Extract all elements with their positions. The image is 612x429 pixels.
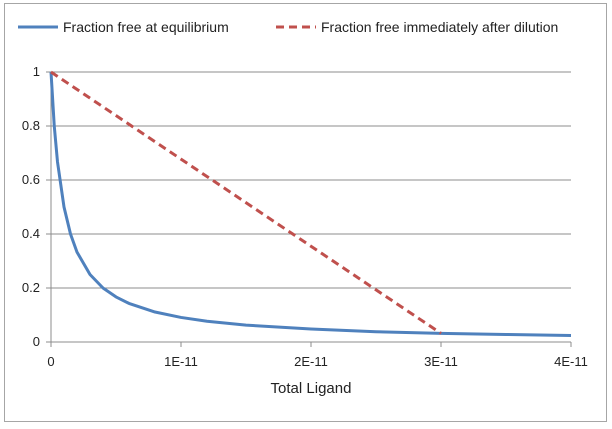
- series-line-1: [50, 70, 442, 335]
- y-tick-label: 0.4: [22, 226, 40, 241]
- x-tick-label: 3E-11: [424, 354, 458, 369]
- x-tick-labels: 0 1E-11 2E-11 3E-11 4E-11: [47, 354, 587, 369]
- gridlines: [51, 71, 571, 289]
- x-tick-label: 0: [47, 354, 54, 369]
- y-tick-labels: 0 0.2 0.4 0.6 0.8 1: [22, 64, 40, 349]
- chart-frame: [4, 3, 607, 422]
- x-tick-label: 1E-11: [164, 354, 198, 369]
- x-tick-label: 4E-11: [554, 354, 588, 369]
- legend-label-1: Fraction free immediately after dilution: [321, 19, 558, 35]
- y-tick-label: 1: [33, 64, 40, 79]
- x-axis-label: Total Ligand: [271, 380, 352, 397]
- y-tick-label: 0.8: [22, 118, 40, 133]
- x-tick-label: 2E-11: [294, 354, 328, 369]
- y-tick-label: 0.2: [22, 280, 40, 295]
- legend-label-0: Fraction free at equilibrium: [63, 19, 229, 35]
- y-tick-label: 0: [33, 334, 40, 349]
- axes: [46, 71, 572, 347]
- legend: Fraction free at equilibrium Fraction fre…: [18, 19, 558, 35]
- series-lines: [49, 70, 572, 338]
- y-tick-label: 0.6: [22, 172, 40, 187]
- series-line-0: [49, 71, 572, 338]
